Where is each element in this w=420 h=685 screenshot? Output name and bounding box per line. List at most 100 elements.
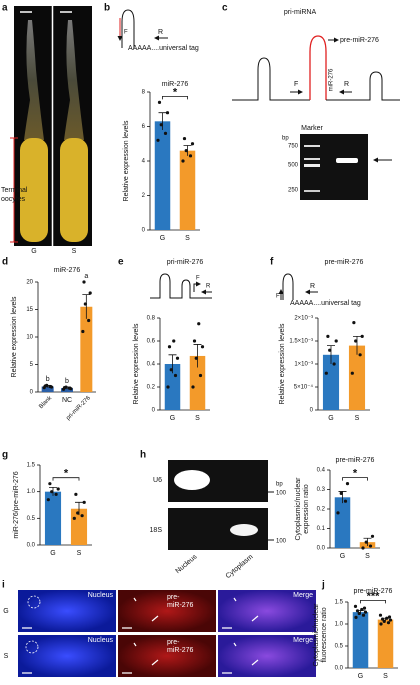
chart-title: pri-miR-276 bbox=[167, 259, 204, 266]
group-label: G bbox=[31, 248, 36, 255]
data-point bbox=[386, 621, 391, 625]
significance-label: * bbox=[353, 468, 358, 480]
y-tick-label: 1×10⁻³ bbox=[294, 362, 313, 368]
data-point bbox=[336, 511, 340, 515]
y-tick-label: 0.5 bbox=[27, 516, 36, 522]
chart-title: pre-miR-276 bbox=[336, 457, 375, 464]
gel-image bbox=[300, 134, 368, 200]
data-point bbox=[165, 111, 170, 115]
data-point bbox=[360, 607, 364, 612]
primer-label: F bbox=[124, 30, 128, 36]
column-label: miR-276 bbox=[167, 647, 194, 654]
column-label: Merge bbox=[293, 637, 313, 644]
y-tick-label: 1.0 bbox=[27, 489, 36, 495]
data-point bbox=[357, 611, 361, 616]
x-tick-label: G bbox=[358, 673, 363, 680]
data-point bbox=[163, 131, 168, 135]
data-point bbox=[82, 500, 86, 504]
y-tick-label: 0.0 bbox=[317, 546, 326, 552]
panel-letter: i bbox=[2, 580, 5, 591]
data-point bbox=[192, 339, 197, 343]
lane-label: Cytoplasm bbox=[225, 553, 255, 580]
data-point bbox=[81, 329, 85, 334]
x-tick-label: S bbox=[185, 235, 190, 242]
data-point bbox=[385, 616, 389, 620]
data-point bbox=[48, 482, 52, 486]
data-point bbox=[358, 353, 362, 357]
x-tick-label: G bbox=[170, 415, 175, 422]
y-tick-label: 0.6 bbox=[147, 339, 156, 345]
group-letter: a bbox=[84, 273, 88, 280]
y-tick-label: 0 bbox=[152, 408, 156, 414]
y-tick-label: 0.2 bbox=[147, 385, 156, 391]
group-letter: b bbox=[46, 376, 50, 383]
chart-title: pre-miR-276 bbox=[354, 588, 393, 595]
data-point bbox=[188, 154, 193, 158]
chart-title: pre-miR-276 bbox=[325, 259, 364, 266]
column-label: miR-276 bbox=[167, 602, 194, 609]
y-axis-label: miR-276/pre-miR-276 bbox=[13, 471, 20, 538]
data-point bbox=[54, 492, 58, 496]
data-point bbox=[49, 385, 54, 389]
x-tick-label: G bbox=[340, 553, 345, 560]
column-label: Nucleus bbox=[88, 637, 114, 644]
column-label: pre- bbox=[167, 639, 180, 646]
y-axis-label: Relative expression levels bbox=[133, 323, 140, 404]
schematic-e bbox=[150, 273, 212, 299]
data-point bbox=[76, 511, 80, 515]
y-tick-label: 0.2 bbox=[317, 507, 326, 513]
schematic-title: pri-miRNA bbox=[284, 9, 317, 16]
oocyte-label: Terminal bbox=[1, 187, 28, 194]
row-label: G bbox=[3, 608, 8, 615]
oocyte-bracket bbox=[10, 137, 18, 243]
chart-title: miR-276 bbox=[162, 81, 189, 88]
y-tick-label: 0.4 bbox=[147, 362, 156, 368]
data-point bbox=[80, 514, 84, 518]
y-tick-label: 1.5 bbox=[335, 600, 344, 606]
data-point bbox=[87, 318, 91, 323]
gel-image bbox=[168, 460, 274, 550]
y-tick-label: 8 bbox=[142, 90, 146, 96]
data-point bbox=[88, 291, 92, 295]
hairpin-label: pre-miR-276 bbox=[340, 37, 379, 44]
data-point bbox=[352, 321, 356, 325]
panel-letter: h bbox=[140, 450, 146, 461]
data-point bbox=[181, 159, 185, 163]
bar bbox=[352, 612, 369, 668]
chart-title: miR-276 bbox=[54, 267, 81, 274]
data-point bbox=[382, 619, 386, 623]
data-point bbox=[353, 604, 358, 609]
data-point bbox=[83, 302, 87, 306]
data-point bbox=[72, 516, 76, 520]
y-tick-label: 10 bbox=[26, 335, 33, 341]
x-tick-label: S bbox=[365, 553, 370, 560]
bar bbox=[44, 491, 62, 545]
y-tick-label: 0.0 bbox=[335, 666, 344, 672]
y-tick-label: 1.5×10⁻³ bbox=[289, 339, 313, 345]
data-point bbox=[368, 544, 373, 548]
significance-bracket bbox=[52, 477, 80, 481]
data-point bbox=[332, 362, 336, 366]
column-label: pre- bbox=[167, 594, 180, 601]
significance-bracket bbox=[342, 477, 368, 481]
bar bbox=[80, 306, 93, 392]
bar bbox=[334, 497, 351, 548]
data-point bbox=[354, 339, 358, 343]
y-tick-label: 6 bbox=[142, 124, 146, 130]
data-point bbox=[364, 540, 368, 544]
schematic-c bbox=[232, 35, 400, 101]
oocyte-label: oocytes bbox=[1, 196, 26, 203]
data-point bbox=[334, 339, 338, 343]
significance-label: * bbox=[173, 86, 178, 98]
y-tick-label: 1.5 bbox=[27, 463, 36, 469]
mature-label: miR-276 bbox=[329, 68, 335, 91]
data-point bbox=[378, 613, 383, 617]
data-point bbox=[380, 617, 385, 621]
y-tick-label: 0.8 bbox=[147, 316, 156, 322]
panel-letter: f bbox=[270, 257, 274, 268]
bar bbox=[61, 388, 73, 392]
error-bar bbox=[193, 344, 202, 368]
tail-label: AAAAA....universal tag bbox=[290, 300, 361, 307]
y-tick-label: 1.0 bbox=[335, 622, 344, 628]
y-tick-label: 0.5 bbox=[335, 644, 344, 650]
